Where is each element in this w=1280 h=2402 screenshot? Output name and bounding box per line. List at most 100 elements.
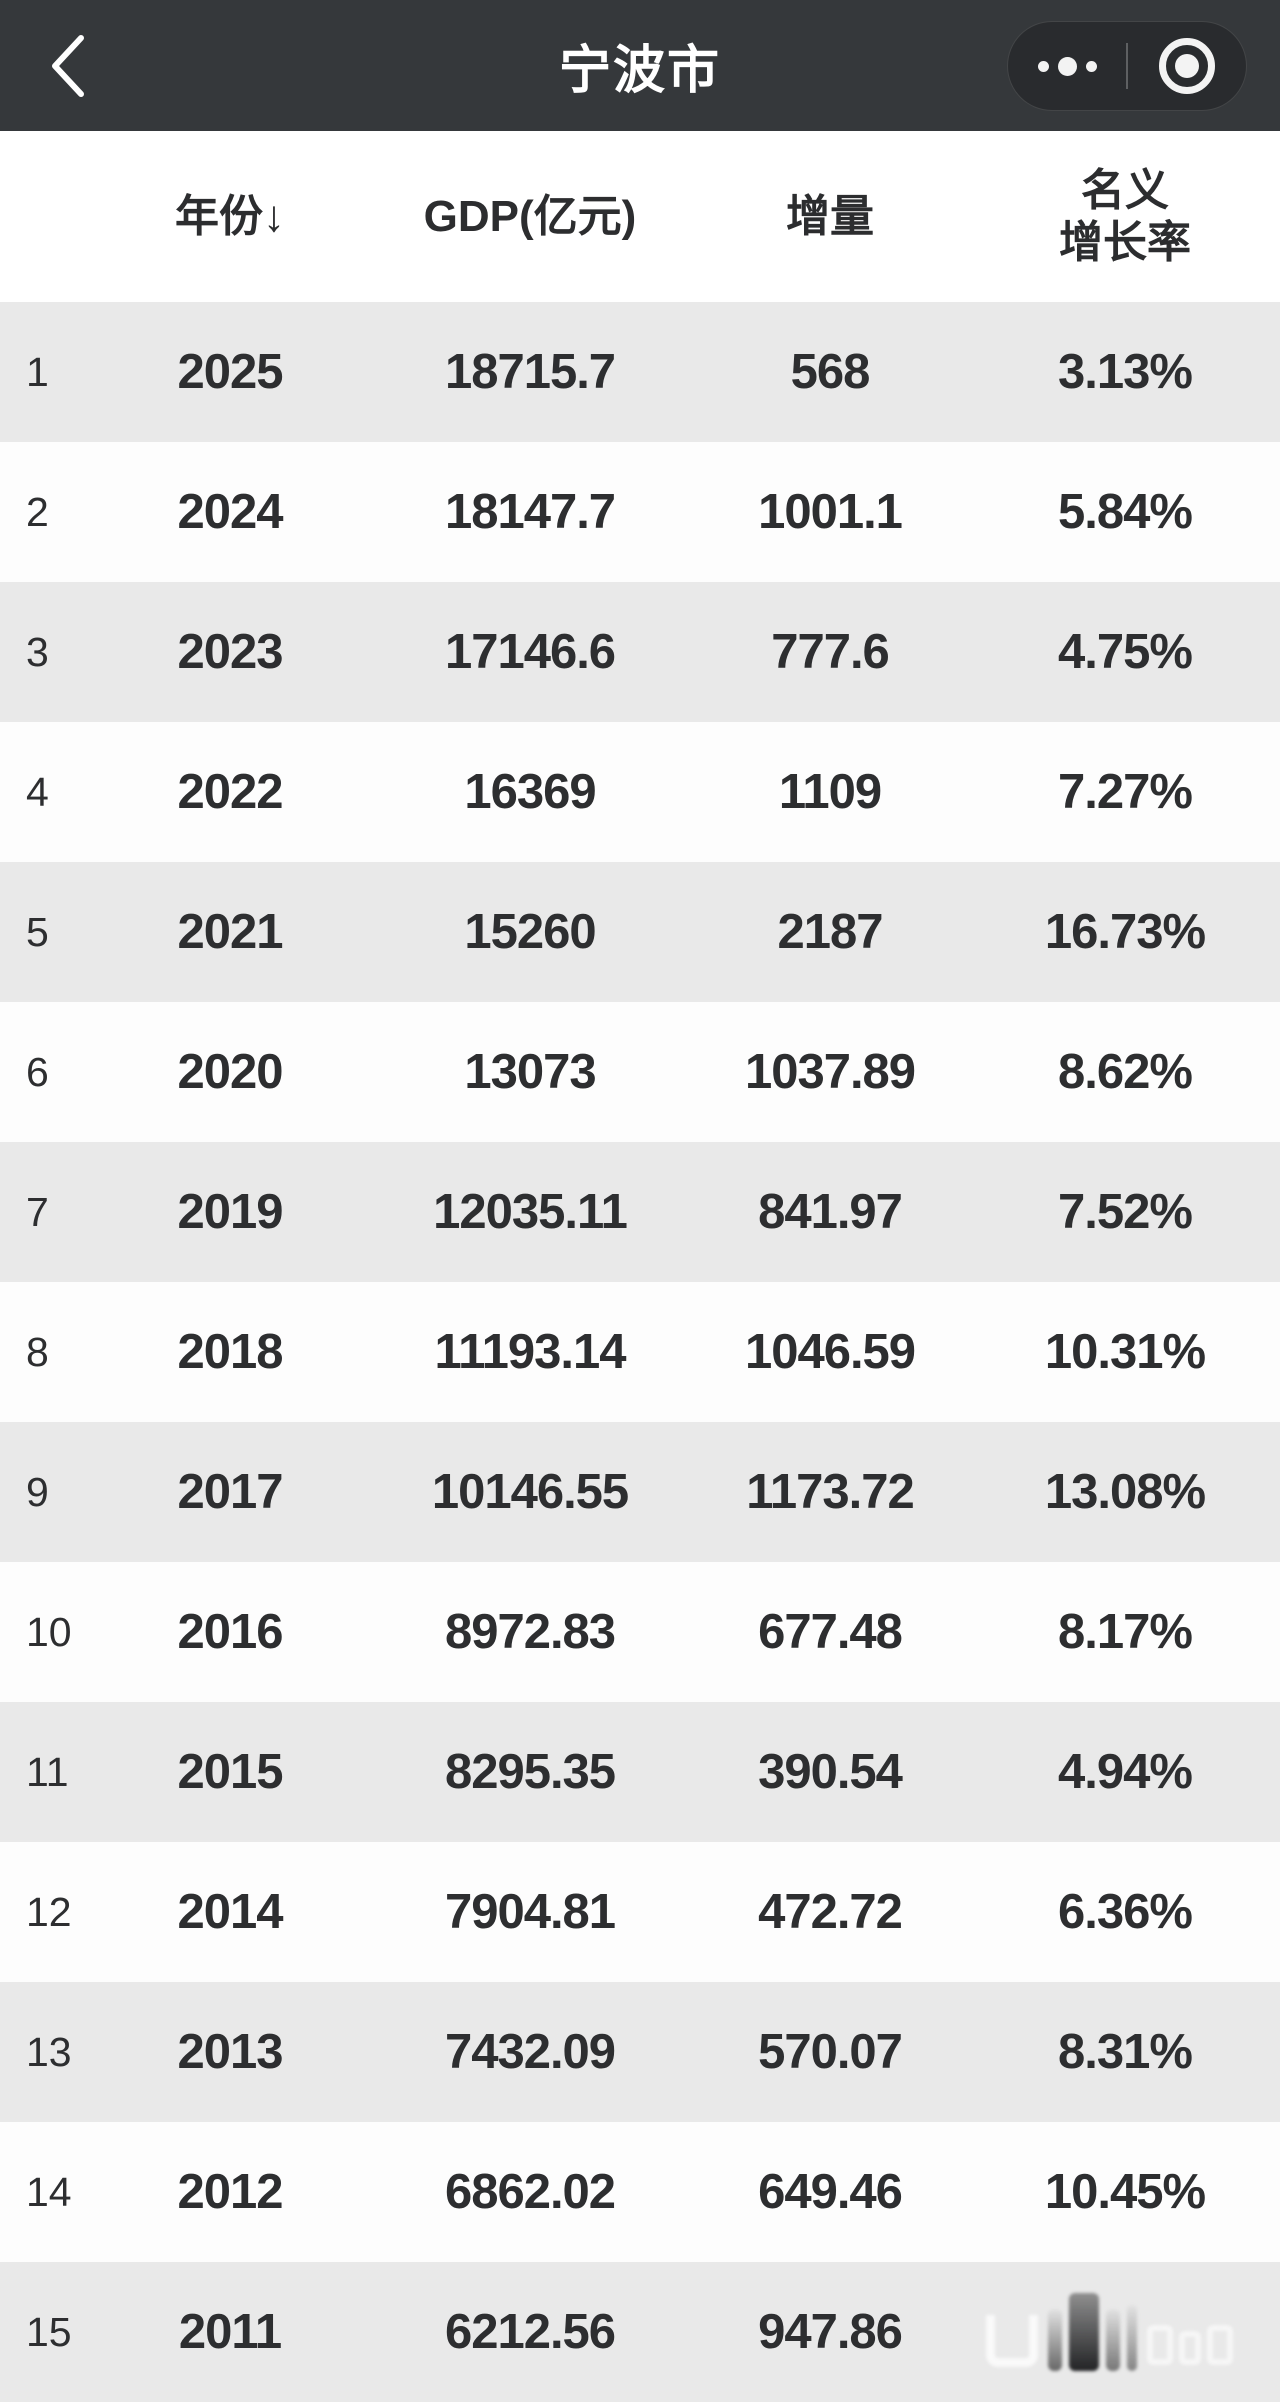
gdp-cell: 11193.14: [434, 1325, 627, 1379]
growth-cell: 8.31%: [1058, 2025, 1193, 2079]
table-row: 7 2019 12035.11 841.97 7.52%: [0, 1142, 1280, 1282]
year-cell: 2011: [178, 2305, 282, 2359]
ellipsis-icon: [1037, 56, 1097, 76]
year-cell: 2020: [177, 1045, 283, 1099]
growth-cell: 8.17%: [1058, 1605, 1193, 1659]
more-button[interactable]: [1008, 22, 1126, 110]
row-index: 11: [26, 1748, 69, 1795]
growth-cell: 6.36%: [1058, 1885, 1193, 1939]
increment-cell: 472.72: [758, 1885, 903, 1939]
row-index: 10: [26, 1608, 72, 1655]
row-index: 7: [26, 1188, 49, 1235]
increment-cell: 1001.1: [758, 485, 903, 539]
increment-cell: 1173.72: [746, 1465, 914, 1519]
increment-cell: 570.07: [758, 2025, 903, 2079]
year-cell: 2023: [177, 625, 283, 679]
page-title: 宁波市: [558, 42, 721, 100]
growth-cell: 4.75%: [1058, 625, 1193, 679]
growth-cell: 10.45%: [1044, 2165, 1206, 2219]
year-cell: 2012: [177, 2165, 283, 2219]
header-growth-line2: 增长率: [1059, 217, 1191, 267]
increment-cell: 568: [790, 345, 871, 399]
gdp-cell: 13073: [464, 1045, 596, 1099]
record-circle-icon: [1159, 38, 1215, 94]
header-year-sort[interactable]: 年份↓: [90, 191, 370, 243]
increment-cell: 947.86: [758, 2305, 903, 2359]
table-row: 9 2017 10146.55 1173.72 13.08%: [0, 1422, 1280, 1562]
growth-cell: 5.84%: [1058, 485, 1193, 539]
row-index: 13: [26, 2028, 72, 2075]
increment-cell: 649.46: [758, 2165, 903, 2219]
growth-cell: 7.52%: [1058, 1185, 1193, 1239]
growth-cell: 16.73%: [1044, 905, 1206, 959]
table-row: 6 2020 13073 1037.89 8.62%: [0, 1002, 1280, 1142]
gdp-cell: 12035.11: [433, 1185, 628, 1239]
year-cell: 2025: [177, 345, 283, 399]
table-row: 3 2023 17146.6 777.6 4.75%: [0, 582, 1280, 722]
row-index: 8: [26, 1328, 49, 1375]
table-row: 13 2013 7432.09 570.07 8.31%: [0, 1982, 1280, 2122]
gdp-cell: 6862.02: [444, 2165, 616, 2219]
increment-cell: 1037.89: [744, 1045, 916, 1099]
gdp-cell: 18715.7: [444, 345, 616, 399]
increment-cell: 1046.59: [744, 1325, 916, 1379]
table-row: 10 2016 8972.83 677.48 8.17%: [0, 1562, 1280, 1702]
gdp-table: 年份↓ GDP(亿元) 增量 名义 增长率 1 2025 18715.7 568…: [0, 131, 1280, 2402]
header-gdp[interactable]: GDP(亿元): [370, 191, 690, 243]
gdp-cell: 7904.81: [444, 1885, 616, 1939]
table-row: 5 2021 15260 2187 16.73%: [0, 862, 1280, 1002]
nav-bar: 宁波市: [0, 0, 1280, 131]
back-button[interactable]: [28, 22, 108, 110]
year-cell: 2022: [177, 765, 283, 819]
row-index: 9: [26, 1468, 49, 1515]
table-row: 4 2022 16369 1109 7.27%: [0, 722, 1280, 862]
year-cell: 2021: [177, 905, 283, 959]
header-growth[interactable]: 名义 增长率: [970, 165, 1280, 269]
increment-cell: 777.6: [771, 625, 890, 679]
row-index: 12: [26, 1888, 72, 1935]
year-cell: 2015: [177, 1745, 283, 1799]
growth-cell: 7.27%: [1058, 765, 1193, 819]
gdp-cell: 16369: [464, 765, 596, 819]
year-cell: 2013: [177, 2025, 283, 2079]
row-index: 4: [26, 768, 49, 815]
table-body: 1 2025 18715.7 568 3.13% 2 2024 18147.7 …: [0, 302, 1280, 2402]
gdp-cell: 8972.83: [444, 1605, 616, 1659]
year-cell: 2024: [177, 485, 283, 539]
row-index: 3: [26, 628, 49, 675]
table-header-row: 年份↓ GDP(亿元) 增量 名义 增长率: [0, 131, 1280, 302]
growth-cell: 10.31%: [1044, 1325, 1206, 1379]
gdp-cell: 17146.6: [444, 625, 616, 679]
increment-cell: 390.54: [758, 1745, 903, 1799]
gdp-cell: 10146.55: [431, 1465, 629, 1519]
year-cell: 2019: [177, 1185, 283, 1239]
gdp-cell: 15260: [464, 905, 596, 959]
growth-cell: 13.08%: [1044, 1465, 1206, 1519]
table-row: 15 2011 6212.56 947.86: [0, 2262, 1280, 2402]
gdp-cell: 7432.09: [444, 2025, 616, 2079]
chevron-left-icon: [52, 35, 84, 97]
capsule-divider: [1126, 43, 1128, 89]
growth-cell: 3.13%: [1058, 345, 1193, 399]
table-row: 1 2025 18715.7 568 3.13%: [0, 302, 1280, 442]
year-cell: 2017: [177, 1465, 283, 1519]
row-index: 15: [26, 2308, 72, 2355]
increment-cell: 1109: [778, 765, 882, 819]
table-row: 14 2012 6862.02 649.46 10.45%: [0, 2122, 1280, 2262]
row-index: 2: [26, 488, 49, 535]
row-index: 1: [26, 348, 49, 395]
growth-cell: 4.94%: [1058, 1745, 1193, 1799]
gdp-cell: 6212.56: [444, 2305, 616, 2359]
increment-cell: 2187: [777, 905, 883, 959]
year-cell: 2016: [177, 1605, 283, 1659]
table-row: 12 2014 7904.81 472.72 6.36%: [0, 1842, 1280, 1982]
increment-cell: 841.97: [758, 1185, 903, 1239]
gdp-cell: 18147.7: [444, 485, 616, 539]
header-increment[interactable]: 增量: [690, 191, 970, 243]
close-home-button[interactable]: [1128, 22, 1246, 110]
row-index: 14: [26, 2168, 72, 2215]
year-cell: 2014: [177, 1885, 283, 1939]
increment-cell: 677.48: [758, 1605, 903, 1659]
table-row: 11 2015 8295.35 390.54 4.94%: [0, 1702, 1280, 1842]
growth-cell: 8.62%: [1058, 1045, 1193, 1099]
